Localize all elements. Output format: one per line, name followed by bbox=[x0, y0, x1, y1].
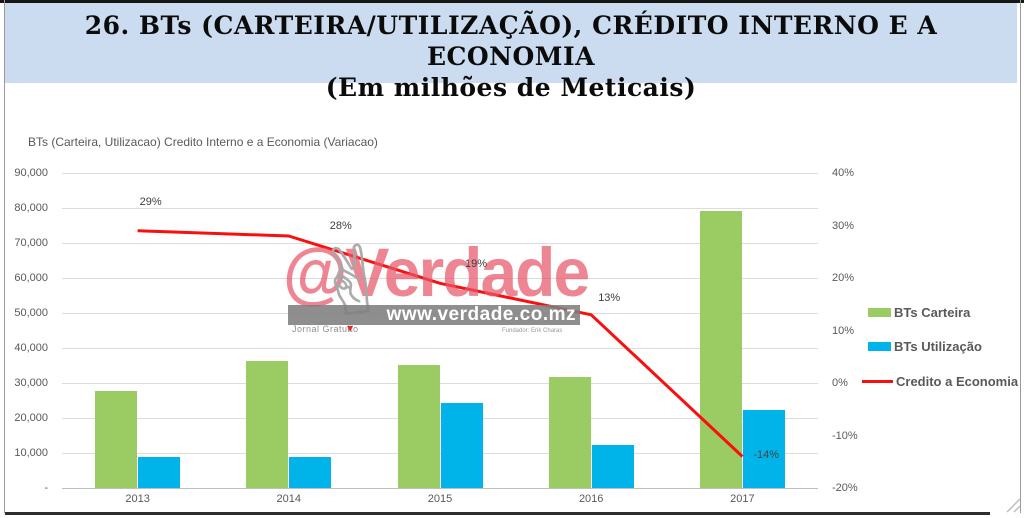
y-axis-right-tick: -20% bbox=[832, 482, 858, 494]
line-data-label: 28% bbox=[329, 220, 352, 232]
bar-blue-2017 bbox=[742, 409, 785, 488]
x-axis-category-label: 2015 bbox=[427, 493, 453, 505]
bar-green-2015 bbox=[397, 365, 440, 488]
x-axis-category-label: 2016 bbox=[578, 493, 604, 505]
y-axis-right-tick: 30% bbox=[832, 219, 855, 232]
slide-title-line2: (Em milhões de Meticais) bbox=[325, 73, 697, 102]
y-axis-left-tick: 50,000 bbox=[14, 307, 48, 319]
y-axis-right-tick: 10% bbox=[832, 324, 855, 337]
watermark-handle: @Verdade bbox=[283, 233, 590, 311]
gridline bbox=[62, 278, 818, 279]
bar-green-2017 bbox=[699, 211, 742, 488]
legend-swatch-green bbox=[868, 308, 891, 317]
y-axis-left-tick: 60,000 bbox=[14, 272, 48, 284]
gridline bbox=[62, 453, 818, 454]
bar-blue-2015 bbox=[440, 402, 483, 488]
bar-blue-2014 bbox=[289, 456, 332, 488]
legend-label-utilizacao: BTs Utilização bbox=[894, 339, 982, 354]
gridline bbox=[62, 243, 818, 244]
y-axis-left-tick: 20,000 bbox=[14, 412, 48, 424]
credito-economia-line bbox=[137, 229, 744, 458]
legend-label-carteira: BTs Carteira bbox=[894, 305, 971, 320]
legend-item-credito: Credito a Economia bbox=[862, 374, 1018, 389]
y-axis-right-tick: 40% bbox=[832, 167, 855, 179]
watermark-tagline-right: Fundador: Erik Charas bbox=[502, 328, 563, 334]
gridline bbox=[62, 208, 818, 209]
y-axis-left-tick: - bbox=[44, 482, 48, 494]
bar-green-2016 bbox=[548, 377, 591, 488]
legend-swatch-red-line bbox=[862, 380, 893, 383]
legend-label-credito: Credito a Economia bbox=[896, 374, 1019, 389]
legend-swatch-blue bbox=[868, 342, 891, 351]
chart-title: BTs (Carteira, Utilizacao) Credito Inter… bbox=[28, 135, 378, 149]
gridline bbox=[62, 348, 818, 349]
y-axis-right-tick: 0% bbox=[832, 377, 848, 389]
y-axis-left-tick: 30,000 bbox=[14, 377, 48, 389]
y-axis-right-tick: -10% bbox=[832, 429, 858, 442]
y-axis-left-tick: 40,000 bbox=[14, 342, 48, 354]
gridline bbox=[62, 488, 818, 489]
watermark-url: www.verdade.co.mz bbox=[386, 304, 576, 325]
line-data-label: -14% bbox=[753, 448, 780, 461]
bar-blue-2016 bbox=[591, 444, 634, 488]
legend-item-carteira: BTs Carteira bbox=[862, 305, 970, 320]
y-axis-left-tick: 80,000 bbox=[14, 202, 48, 214]
bar-green-2013 bbox=[95, 391, 138, 488]
slide-top-border bbox=[0, 0, 1024, 3]
line-data-label: 13% bbox=[598, 291, 621, 304]
y-axis-left-tick: 90,000 bbox=[14, 167, 48, 179]
triangle-down-icon: ▼ bbox=[347, 324, 354, 333]
slide-bottom-border bbox=[5, 512, 990, 515]
bar-blue-2013 bbox=[138, 456, 181, 488]
slide-left-border bbox=[4, 0, 5, 513]
gridline bbox=[62, 173, 818, 174]
slide-title-line1: 26. BTs (CARTEIRA/UTILIZAÇÃO), CRÉDITO I… bbox=[84, 11, 938, 71]
resize-corner-icon bbox=[1006, 498, 1021, 513]
y-axis-right-tick: 20% bbox=[832, 272, 855, 284]
y-axis-left-tick: 70,000 bbox=[14, 237, 48, 249]
gridline bbox=[62, 383, 818, 384]
watermark-tagline-left: Jornal Gratuito bbox=[292, 324, 359, 334]
watermark-banner: www.verdade.co.mz bbox=[288, 305, 580, 325]
x-axis-category-label: 2013 bbox=[125, 493, 150, 505]
line-data-label: 19% bbox=[465, 258, 488, 271]
line-data-label: 29% bbox=[139, 195, 162, 208]
y-axis-left-tick: 10,000 bbox=[14, 447, 48, 459]
slide-right-border bbox=[1020, 0, 1021, 513]
legend-item-utilizacao: BTs Utilização bbox=[862, 339, 982, 354]
slide-title-banner: 26. BTs (CARTEIRA/UTILIZAÇÃO), CRÉDITO I… bbox=[5, 3, 1017, 102]
gridline bbox=[62, 418, 818, 419]
x-axis-category-label: 2014 bbox=[276, 493, 302, 505]
x-axis-category-label: 2017 bbox=[730, 493, 755, 505]
bar-green-2014 bbox=[246, 360, 289, 488]
